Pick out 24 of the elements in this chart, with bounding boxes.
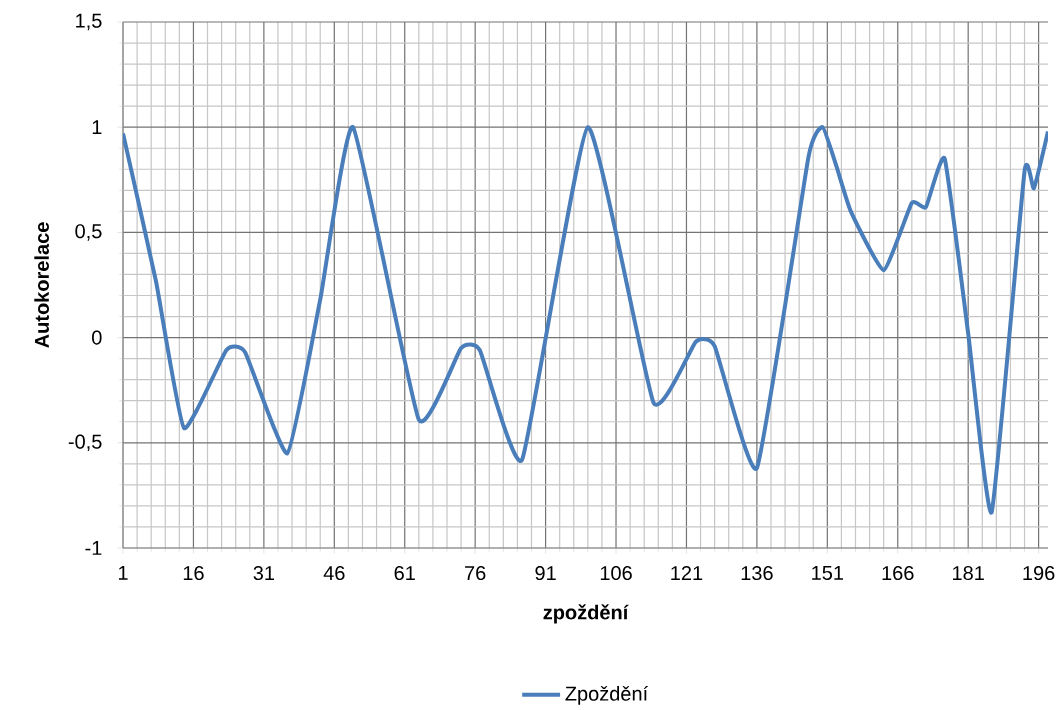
x-tick-label: 46 bbox=[323, 565, 345, 581]
x-tick-label: 31 bbox=[253, 565, 275, 581]
x-tick-label: 166 bbox=[882, 565, 914, 581]
x-tick-label: 91 bbox=[535, 565, 556, 581]
x-tick-label: 61 bbox=[394, 565, 415, 581]
legend-label: Zpoždění bbox=[565, 685, 649, 705]
x-tick-label: 121 bbox=[671, 565, 703, 580]
x-tick-label: 1 bbox=[118, 565, 128, 580]
x-axis-title: zpoždění bbox=[543, 604, 629, 624]
y-axis-title: Autokorelace bbox=[34, 222, 49, 348]
line-series bbox=[123, 125, 1048, 515]
y-tick-label: -0,5 bbox=[68, 434, 102, 452]
y-tick-label: 1,5 bbox=[76, 13, 102, 31]
x-tick-label: 151 bbox=[812, 565, 844, 580]
y-tick-label: 0,5 bbox=[75, 224, 102, 241]
x-tick-label: 106 bbox=[600, 565, 632, 581]
x-tick-label: 196 bbox=[1023, 565, 1055, 581]
x-tick-label: 16 bbox=[183, 565, 204, 581]
x-tick-label: 76 bbox=[465, 565, 486, 581]
x-tick-label: 181 bbox=[953, 565, 984, 581]
y-tick-label: -1 bbox=[85, 541, 102, 555]
x-tick-label: 136 bbox=[741, 565, 773, 581]
y-tick-label: 1 bbox=[92, 120, 102, 135]
y-tick-label: 0 bbox=[92, 330, 102, 345]
